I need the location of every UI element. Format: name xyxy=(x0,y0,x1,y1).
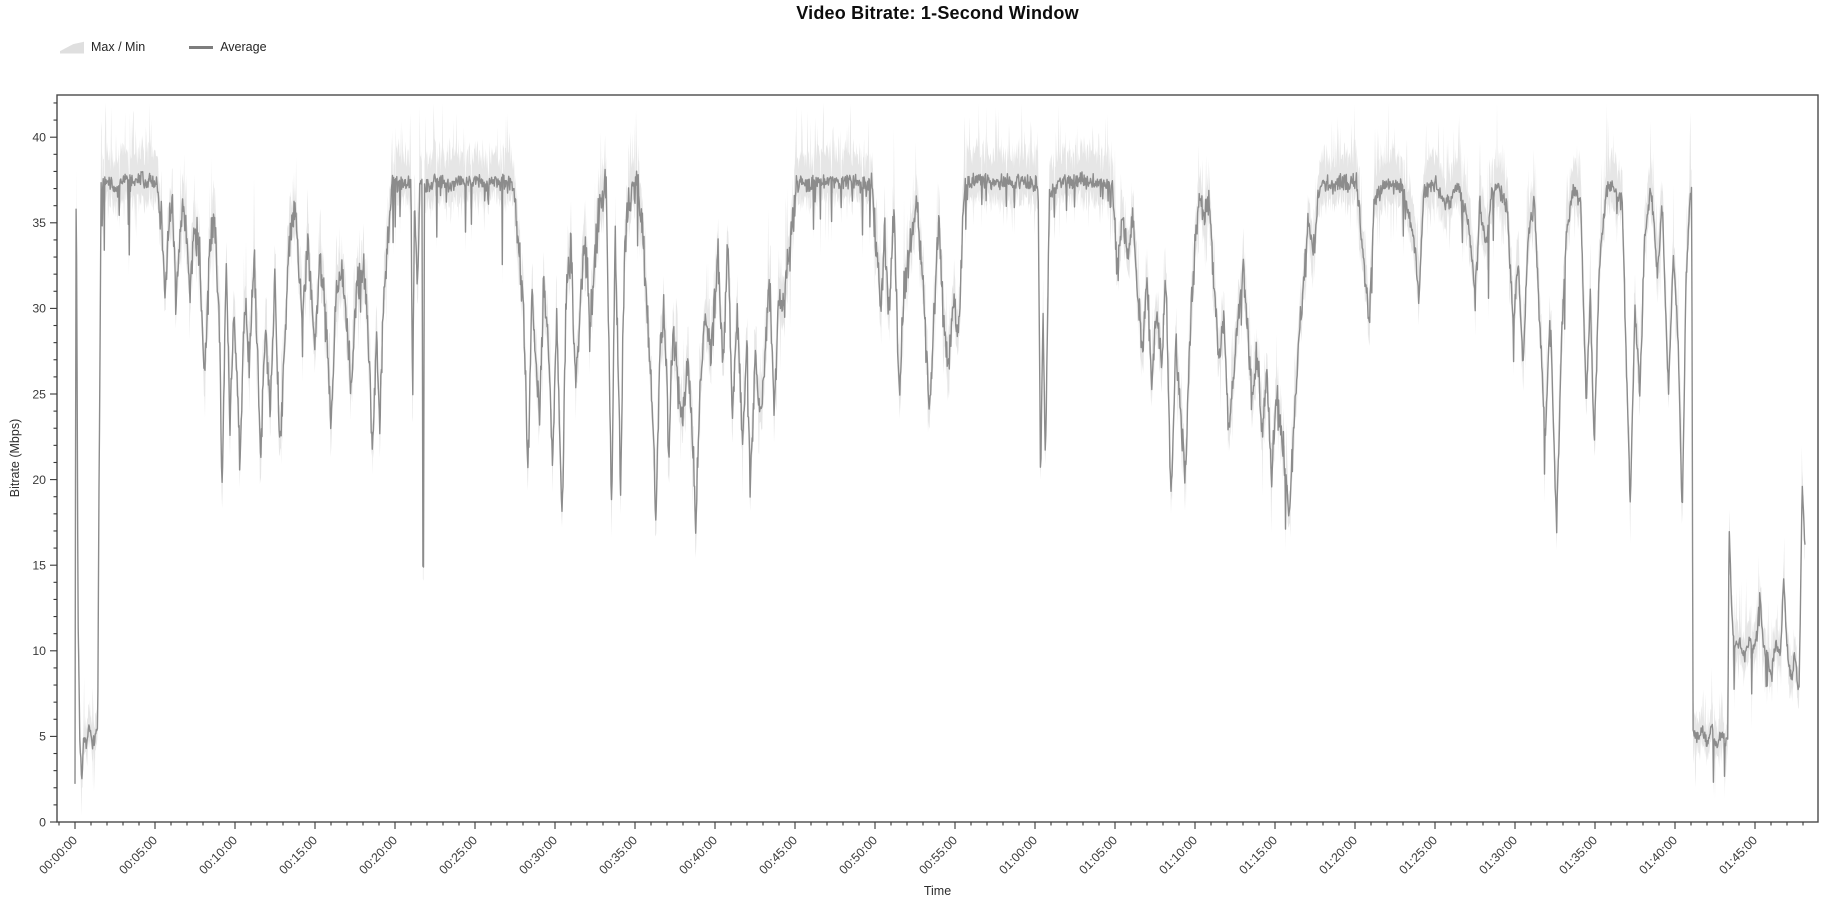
svg-text:00:45:00: 00:45:00 xyxy=(756,833,800,877)
svg-text:01:30:00: 01:30:00 xyxy=(1476,833,1520,877)
maxmin-area-swatch-icon xyxy=(60,41,84,54)
legend: Max / Min Average xyxy=(60,40,267,54)
legend-item-average: Average xyxy=(189,40,267,54)
svg-text:00:50:00: 00:50:00 xyxy=(836,833,880,877)
svg-text:5: 5 xyxy=(39,730,46,744)
svg-text:01:10:00: 01:10:00 xyxy=(1156,833,1200,877)
svg-text:01:40:00: 01:40:00 xyxy=(1636,833,1680,877)
legend-label-average: Average xyxy=(220,40,267,54)
average-line-swatch-icon xyxy=(189,45,214,49)
plot-border xyxy=(56,94,1819,823)
svg-text:20: 20 xyxy=(32,473,46,487)
svg-text:25: 25 xyxy=(32,387,46,401)
svg-text:0: 0 xyxy=(39,815,46,829)
svg-text:00:55:00: 00:55:00 xyxy=(916,833,960,877)
average-line-series xyxy=(74,168,1806,784)
legend-label-maxmin: Max / Min xyxy=(91,40,146,54)
svg-text:00:05:00: 00:05:00 xyxy=(116,833,160,877)
svg-text:01:05:00: 01:05:00 xyxy=(1076,833,1120,877)
x-tick-labels: 00:00:00 00:05:00 00:10:00 00:15:00 00:20:00… xyxy=(36,833,1760,877)
legend-item-maxmin: Max / Min xyxy=(60,40,145,54)
x-axis-label: Time xyxy=(923,884,952,898)
svg-text:01:35:00: 01:35:00 xyxy=(1556,833,1600,877)
y-axis-ticks xyxy=(50,102,57,823)
svg-text:01:25:00: 01:25:00 xyxy=(1396,833,1440,877)
svg-text:01:00:00: 01:00:00 xyxy=(996,833,1040,877)
svg-text:15: 15 xyxy=(32,559,46,573)
svg-text:00:25:00: 00:25:00 xyxy=(436,833,480,877)
svg-text:00:10:00: 00:10:00 xyxy=(196,833,240,877)
maxmin-band-series xyxy=(75,103,1805,816)
svg-text:00:35:00: 00:35:00 xyxy=(596,833,640,877)
svg-text:00:15:00: 00:15:00 xyxy=(276,833,320,877)
svg-text:40: 40 xyxy=(32,131,46,145)
svg-text:00:40:00: 00:40:00 xyxy=(676,833,720,877)
y-tick-labels: 0 5 10 15 20 25 30 35 40 xyxy=(32,131,46,830)
svg-text:00:00:00: 00:00:00 xyxy=(36,833,80,877)
svg-text:01:15:00: 01:15:00 xyxy=(1236,833,1280,877)
svg-text:01:45:00: 01:45:00 xyxy=(1716,833,1760,877)
chart-title: Video Bitrate: 1-Second Window xyxy=(796,3,1079,23)
y-axis-label: Bitrate (Mbps) xyxy=(8,418,22,498)
x-axis-ticks xyxy=(58,822,1804,829)
series-group xyxy=(74,103,1806,816)
svg-text:00:30:00: 00:30:00 xyxy=(516,833,560,877)
svg-text:30: 30 xyxy=(32,302,46,316)
svg-text:00:20:00: 00:20:00 xyxy=(356,833,400,877)
svg-text:35: 35 xyxy=(32,216,46,230)
svg-text:10: 10 xyxy=(32,644,46,658)
svg-text:01:20:00: 01:20:00 xyxy=(1316,833,1360,877)
